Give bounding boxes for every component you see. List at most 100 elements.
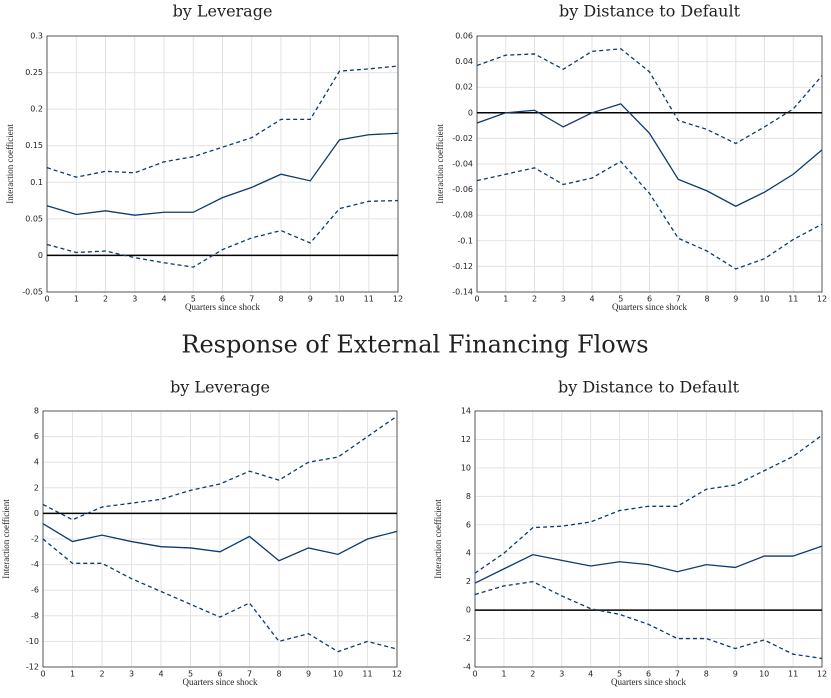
x-tick-label: 4 <box>589 295 594 304</box>
x-tick-label: 2 <box>532 295 537 304</box>
response-line <box>42 523 398 562</box>
y-axis-label: Interaction coefficient <box>1 499 11 579</box>
y-tick-label: 6 <box>34 432 39 441</box>
x-tick-label: 8 <box>704 670 709 679</box>
x-axis-label: Quarters since shock <box>183 677 258 687</box>
response-line <box>474 545 823 584</box>
confidence-band-line <box>476 48 823 145</box>
y-tick-label: -0.06 <box>452 185 473 194</box>
x-tick-label: 3 <box>132 295 137 304</box>
x-tick-label: 8 <box>278 295 283 304</box>
y-tick-label: -0.12 <box>452 262 473 271</box>
x-axis-label: Quarters since shock <box>612 302 687 312</box>
y-tick-label: 2 <box>466 577 471 586</box>
y-tick-label: -6 <box>31 586 39 595</box>
y-tick-label: 0 <box>38 251 43 260</box>
x-tick-label: 11 <box>788 295 798 304</box>
x-tick-label: 9 <box>733 670 738 679</box>
x-tick-label: 5 <box>618 295 623 304</box>
x-tick-label: 7 <box>249 295 254 304</box>
x-tick-label: 1 <box>70 670 75 679</box>
confidence-band-line <box>474 434 823 574</box>
x-tick-label: 11 <box>788 670 798 679</box>
y-tick-label: 0.05 <box>25 214 43 223</box>
y-tick-label: -4 <box>31 560 39 569</box>
x-tick-label: 8 <box>276 670 281 679</box>
x-tick-label: 4 <box>588 670 593 679</box>
y-tick-label: -12 <box>26 663 39 672</box>
x-tick-label: 9 <box>306 670 311 679</box>
y-tick-label: 0.06 <box>455 32 473 41</box>
x-tick-label: 1 <box>74 295 79 304</box>
y-tick-label: -2 <box>31 535 39 544</box>
x-tick-label: 0 <box>474 295 479 304</box>
y-tick-label: 0.1 <box>30 178 43 187</box>
y-tick-label: -0.08 <box>452 211 473 220</box>
y-tick-label: -10 <box>26 637 39 646</box>
x-tick-label: 6 <box>647 295 652 304</box>
y-tick-label: -0.05 <box>22 288 43 297</box>
y-tick-label: 0 <box>468 108 473 117</box>
y-tick-label: 12 <box>461 435 471 444</box>
plot-frame <box>46 35 399 293</box>
y-tick-label: 4 <box>466 549 471 558</box>
y-tick-label: 0.15 <box>25 141 43 150</box>
y-tick-label: 0.02 <box>455 83 473 92</box>
y-axis-label: Interaction coefficient <box>435 124 445 204</box>
y-tick-label: 8 <box>34 407 39 416</box>
confidence-band-line <box>46 199 399 268</box>
x-tick-label: 6 <box>220 295 225 304</box>
confidence-band-line <box>476 160 823 270</box>
x-tick-label: 0 <box>472 670 477 679</box>
x-axis-label: Quarters since shock <box>185 302 260 312</box>
x-tick-label: 10 <box>333 670 343 679</box>
response-line <box>476 103 823 207</box>
plot-frame <box>476 35 823 293</box>
y-tick-label: 0 <box>466 606 471 615</box>
x-tick-label: 4 <box>158 670 163 679</box>
x-tick-label: 1 <box>501 670 506 679</box>
x-tick-label: 12 <box>817 295 827 304</box>
x-tick-label: 9 <box>733 295 738 304</box>
confidence-band-line <box>42 538 398 653</box>
x-tick-label: 10 <box>759 670 769 679</box>
y-tick-label: 0.25 <box>25 68 43 77</box>
y-tick-label: -4 <box>463 663 471 672</box>
y-tick-label: 10 <box>461 463 471 472</box>
x-tick-label: 5 <box>188 670 193 679</box>
y-tick-label: 4 <box>34 458 39 467</box>
x-tick-label: 4 <box>161 295 166 304</box>
x-tick-label: 12 <box>393 295 403 304</box>
x-tick-label: 6 <box>646 670 651 679</box>
response-line <box>46 132 399 216</box>
y-tick-label: -0.1 <box>457 236 473 245</box>
y-tick-label: 0 <box>34 509 39 518</box>
x-tick-label: 0 <box>40 670 45 679</box>
chart-title: by Distance to Default <box>559 2 741 21</box>
x-tick-label: 3 <box>559 670 564 679</box>
x-tick-label: 3 <box>561 295 566 304</box>
x-tick-label: 9 <box>308 295 313 304</box>
chart-title: by Leverage <box>170 378 270 397</box>
y-tick-label: -0.14 <box>452 288 473 297</box>
confidence-band-line <box>42 415 398 521</box>
y-tick-label: 0.04 <box>455 57 473 66</box>
y-tick-label: -0.04 <box>452 160 473 169</box>
x-tick-label: 11 <box>362 670 372 679</box>
section-heading: Response of External Financing Flows <box>181 331 648 359</box>
x-tick-label: 8 <box>704 295 709 304</box>
x-tick-label: 1 <box>503 295 508 304</box>
x-tick-label: 10 <box>334 295 344 304</box>
x-tick-label: 7 <box>675 670 680 679</box>
y-tick-label: 0.2 <box>30 105 43 114</box>
x-tick-label: 3 <box>129 670 134 679</box>
y-tick-label: -0.02 <box>452 134 473 143</box>
plot-frame <box>474 410 823 668</box>
x-tick-label: 2 <box>530 670 535 679</box>
y-tick-label: -2 <box>463 634 471 643</box>
x-tick-label: 10 <box>759 295 769 304</box>
confidence-band-line <box>46 65 399 178</box>
chart-title: by Distance to Default <box>558 378 740 397</box>
x-tick-label: 11 <box>364 295 374 304</box>
x-tick-label: 12 <box>392 670 402 679</box>
